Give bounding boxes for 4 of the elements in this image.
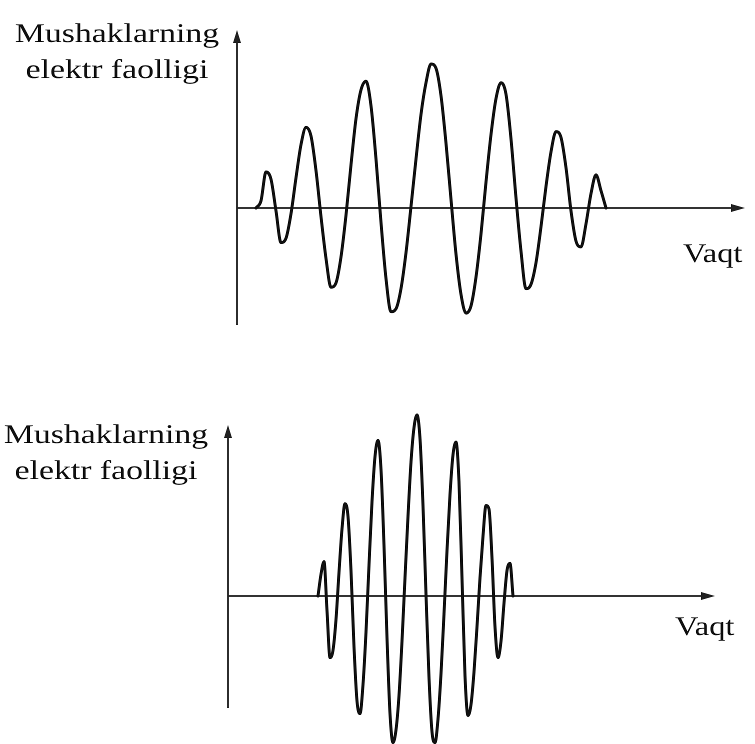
y-axis-title: Mushaklarning elektr faolligi (14, 17, 220, 86)
y-axis-title: Mushaklarning elektr faolligi (2, 418, 210, 487)
x-axis-title: Vaqt (683, 237, 742, 270)
x-axis-title: Vaqt (675, 610, 734, 643)
